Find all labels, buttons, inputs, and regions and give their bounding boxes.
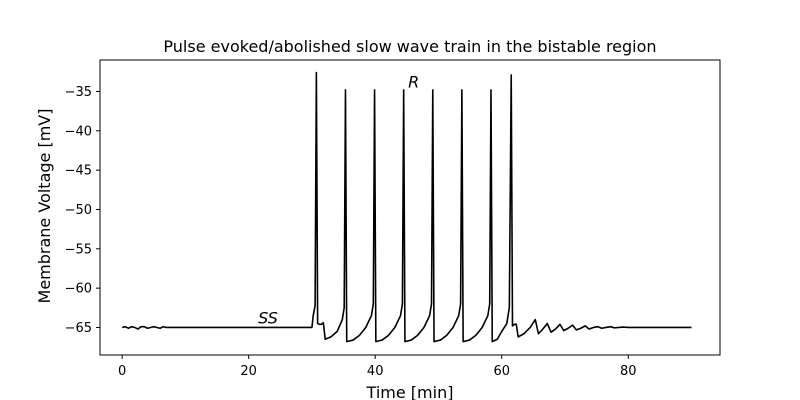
y-tick-label: −60 <box>65 282 92 297</box>
annotation-ss: SS <box>258 309 278 328</box>
x-tick-label: 80 <box>620 364 637 379</box>
y-tick-label: −50 <box>65 203 92 218</box>
x-axis-label: Time [min] <box>366 383 454 400</box>
x-tick-label: 20 <box>240 364 257 379</box>
x-tick-label: 60 <box>493 364 510 379</box>
y-axis-label: Membrane Voltage [mV] <box>35 109 54 304</box>
x-tick-label: 0 <box>118 364 126 379</box>
axes-frame <box>99 59 721 356</box>
series-line-0 <box>121 71 692 343</box>
plot-area: 0 20 40 60 80 −65 −60 −55 −50 −45 −40 −35 SS R <box>65 59 721 379</box>
y-tick-label: −40 <box>65 124 92 139</box>
y-tick-label: −65 <box>65 321 92 336</box>
annotation-r: R <box>408 73 419 92</box>
y-tick-label: −55 <box>65 242 92 257</box>
y-tick-label: −45 <box>65 164 92 179</box>
y-tick-label: −35 <box>65 85 92 100</box>
x-tick-label: 40 <box>367 364 384 379</box>
chart-title: Pulse evoked/abolished slow wave train i… <box>163 37 656 56</box>
